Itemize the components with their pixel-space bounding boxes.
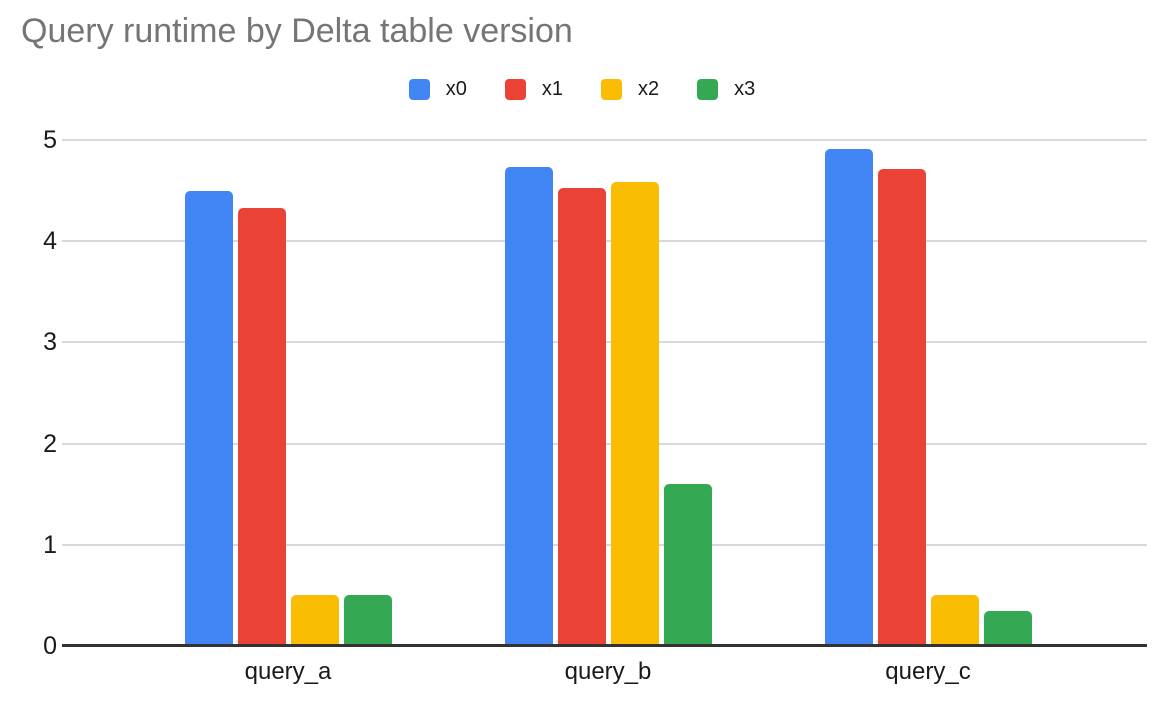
legend-swatch-x0 xyxy=(408,78,430,100)
bar-x3-query_c xyxy=(983,610,1032,646)
bar-x1-query_a xyxy=(237,207,286,646)
bar-x0-query_a xyxy=(184,190,233,646)
legend-swatch-x2 xyxy=(601,78,622,100)
legend-label: x0 xyxy=(445,78,467,100)
legend-item-x1: x1 xyxy=(504,78,563,100)
bar-x0-query_b xyxy=(504,167,553,646)
bar-x2-query_c xyxy=(930,595,979,646)
legend-label: x3 xyxy=(734,78,756,100)
legend-label: x2 xyxy=(638,78,660,100)
bar-group-query_b xyxy=(504,167,712,646)
x-axis-line xyxy=(62,644,1147,647)
x-axis-label-query_b: query_b xyxy=(564,658,652,685)
y-axis-label-1: 1 xyxy=(43,530,57,559)
y-axis-label-2: 2 xyxy=(43,429,57,458)
legend-item-x3: x3 xyxy=(697,78,756,100)
chart-title: Query runtime by Delta table version xyxy=(21,12,573,50)
y-axis-label-5: 5 xyxy=(43,126,57,154)
bar-x3-query_a xyxy=(343,595,392,646)
bar-group-query_c xyxy=(824,149,1032,646)
bar-x3-query_b xyxy=(663,484,712,646)
bar-x2-query_a xyxy=(290,595,339,646)
y-axis-label-3: 3 xyxy=(43,328,57,357)
legend-swatch-x3 xyxy=(697,78,719,100)
bar-x0-query_c xyxy=(824,149,873,646)
bar-x1-query_c xyxy=(877,169,926,646)
x-axis-label-query_a: query_a xyxy=(244,658,332,685)
y-axis-label-0: 0 xyxy=(43,632,57,660)
legend-label: x1 xyxy=(541,78,563,100)
bar-x2-query_b xyxy=(610,181,659,646)
bar-x1-query_b xyxy=(557,187,606,646)
legend-swatch-x1 xyxy=(504,78,526,100)
legend-item-x0: x0 xyxy=(408,78,467,100)
plot-area xyxy=(62,139,1147,647)
y-axis-label-4: 4 xyxy=(43,227,57,256)
x-axis-label-query_c: query_c xyxy=(885,658,971,685)
legend: x0 x1 x2 x3 xyxy=(0,77,1164,101)
gridline-5 xyxy=(62,139,1147,141)
legend-item-x2: x2 xyxy=(601,78,660,100)
bar-group-query_a xyxy=(184,190,392,646)
